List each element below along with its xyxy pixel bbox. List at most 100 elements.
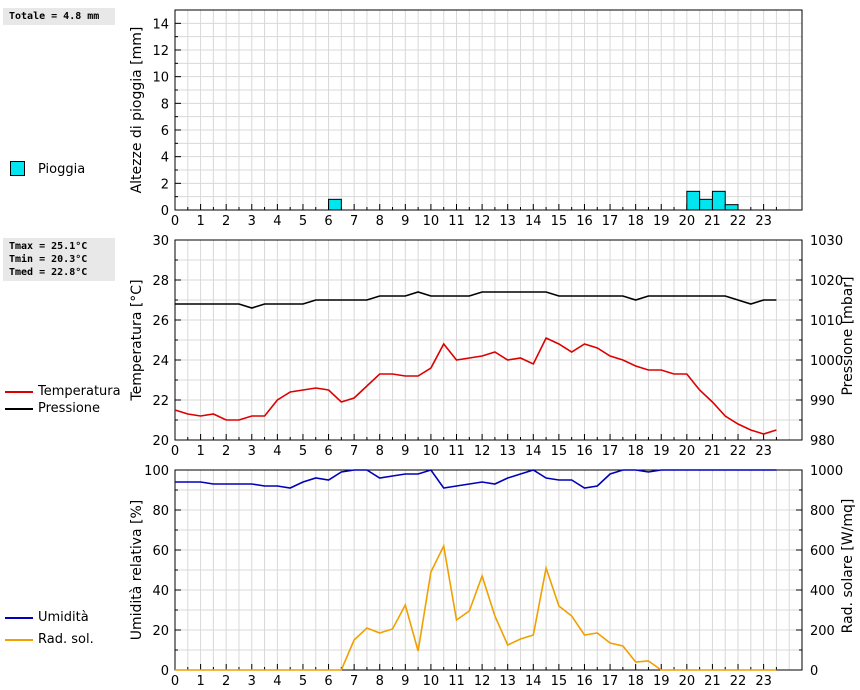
x-tick-label: 19 (653, 674, 670, 689)
x-tick-label: 17 (602, 444, 619, 459)
y-tick-label: 10 (152, 71, 169, 86)
x-tick-label: 4 (273, 674, 281, 689)
x-tick-label: 16 (576, 674, 593, 689)
series-line (175, 543, 777, 671)
y2-tick-label: 800 (810, 504, 835, 519)
x-tick-label: 7 (350, 444, 358, 459)
y2-axis-label: Pressione [mbar] (840, 276, 856, 395)
solar-legend-label: Rad. sol. (38, 632, 94, 647)
x-tick-label: 22 (730, 444, 747, 459)
y-tick-label: 20 (152, 434, 169, 449)
y-tick-label: 4 (161, 151, 169, 166)
rain-bar (328, 198, 342, 211)
y2-tick-label: 1000 (810, 354, 843, 369)
x-tick-label: 10 (423, 674, 440, 689)
x-tick-label: 17 (602, 214, 619, 229)
tmax-text: Tmax = 25.1°C (9, 241, 88, 252)
y2-tick-label: 980 (810, 434, 835, 449)
y-tick-label: 12 (152, 44, 169, 59)
temperature-stats-box: Tmax = 25.1°C Tmin = 20.3°C Tmed = 22.8°… (3, 238, 115, 281)
y-axis-label: Altezze di pioggia [mm] (129, 27, 145, 194)
x-tick-label: 9 (401, 444, 409, 459)
x-tick-label: 14 (525, 444, 542, 459)
series-line (175, 469, 777, 489)
x-tick-label: 11 (448, 214, 465, 229)
x-tick-label: 0 (171, 674, 179, 689)
x-tick-label: 2 (222, 214, 230, 229)
x-tick-label: 9 (401, 214, 409, 229)
x-tick-label: 6 (324, 674, 332, 689)
x-tick-label: 23 (755, 444, 772, 459)
y-tick-label: 60 (152, 544, 169, 559)
pressure-legend-swatch (5, 408, 33, 410)
y-tick-label: 30 (152, 234, 169, 249)
x-tick-label: 15 (551, 444, 568, 459)
rain-bar (724, 204, 739, 211)
x-tick-label: 21 (704, 214, 721, 229)
y-axis-label: Temperatura [°C] (129, 279, 145, 401)
y-tick-label: 26 (152, 314, 169, 329)
x-tick-label: 5 (299, 674, 307, 689)
y2-tick-label: 1010 (810, 314, 843, 329)
x-tick-label: 10 (423, 444, 440, 459)
x-tick-label: 2 (222, 444, 230, 459)
y-axis-label: Umidità relativa [%] (129, 500, 145, 641)
x-tick-label: 23 (755, 674, 772, 689)
temperature-legend-label: Temperatura (38, 384, 121, 399)
x-tick-label: 16 (576, 214, 593, 229)
y-tick-label: 0 (161, 204, 169, 219)
x-tick-label: 5 (299, 444, 307, 459)
tmin-text: Tmin = 20.3°C (9, 254, 88, 265)
y2-tick-label: 990 (810, 394, 835, 409)
humidity-legend-label: Umidità (38, 610, 89, 625)
rain-legend-label: Pioggia (38, 162, 86, 177)
x-tick-label: 7 (350, 214, 358, 229)
x-tick-label: 5 (299, 214, 307, 229)
series-line (175, 291, 777, 309)
x-tick-label: 17 (602, 674, 619, 689)
x-tick-label: 19 (653, 214, 670, 229)
x-tick-label: 12 (474, 674, 491, 689)
y2-tick-label: 1030 (810, 234, 843, 249)
x-tick-label: 21 (704, 444, 721, 459)
x-tick-label: 11 (448, 674, 465, 689)
x-tick-label: 22 (730, 214, 747, 229)
rain-bar (711, 190, 726, 211)
x-tick-label: 11 (448, 444, 465, 459)
x-tick-label: 4 (273, 444, 281, 459)
x-tick-label: 20 (679, 674, 696, 689)
y-tick-label: 80 (152, 504, 169, 519)
y-tick-label: 0 (161, 664, 169, 679)
y2-tick-label: 600 (810, 544, 835, 559)
tmed-text: Tmed = 22.8°C (9, 267, 88, 278)
chart-panel-0 (174, 9, 803, 211)
chart-panel-2 (174, 469, 803, 671)
x-tick-label: 23 (755, 214, 772, 229)
x-tick-label: 3 (248, 444, 256, 459)
x-tick-label: 8 (376, 444, 384, 459)
x-tick-label: 6 (324, 214, 332, 229)
series-line (174, 336, 777, 435)
y-tick-label: 100 (144, 464, 169, 479)
chart-panel-1 (174, 239, 803, 441)
x-tick-label: 14 (525, 674, 542, 689)
x-tick-label: 19 (653, 444, 670, 459)
x-tick-label: 18 (627, 674, 644, 689)
y2-axis-label: Rad. solare [W/mq] (840, 499, 856, 634)
y-tick-label: 8 (161, 97, 169, 112)
rain-bar (686, 190, 701, 211)
x-tick-label: 14 (525, 214, 542, 229)
x-tick-label: 18 (627, 444, 644, 459)
y2-tick-label: 200 (810, 624, 835, 639)
x-tick-label: 3 (248, 214, 256, 229)
y-tick-label: 14 (152, 17, 169, 32)
x-tick-label: 9 (401, 674, 409, 689)
x-tick-label: 13 (499, 674, 516, 689)
x-tick-label: 4 (273, 214, 281, 229)
rain-total-text: Totale = 4.8 mm (9, 11, 100, 22)
x-tick-label: 22 (730, 674, 747, 689)
temperature-legend-swatch (5, 391, 33, 393)
x-tick-label: 0 (171, 444, 179, 459)
x-tick-label: 21 (704, 674, 721, 689)
